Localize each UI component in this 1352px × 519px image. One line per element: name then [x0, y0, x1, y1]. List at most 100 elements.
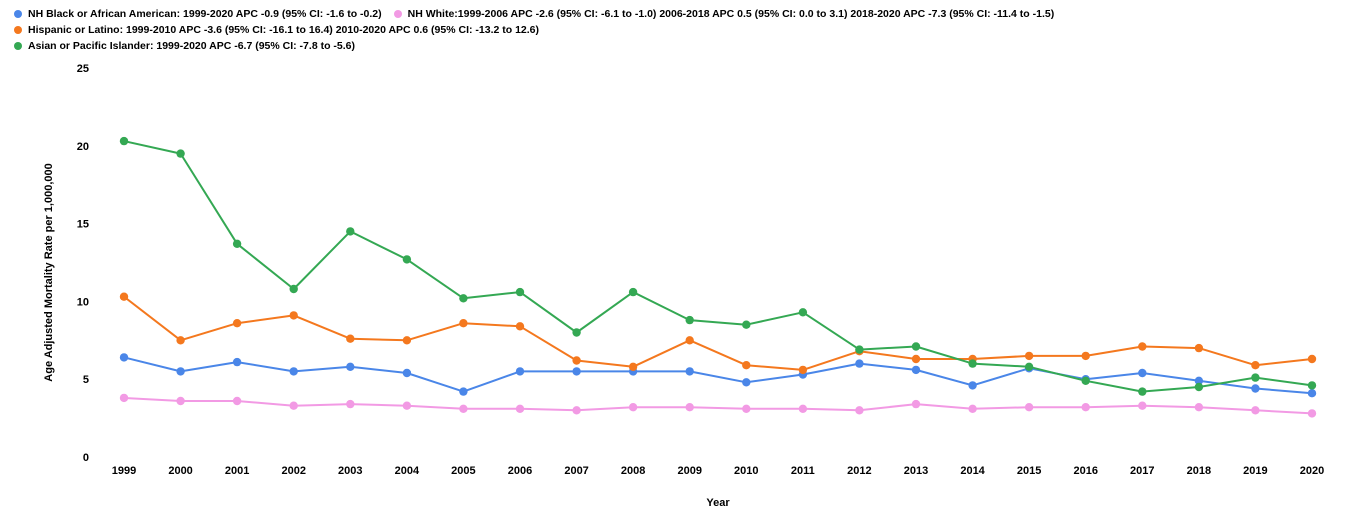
data-point — [572, 356, 581, 365]
data-point — [176, 367, 185, 376]
data-point — [232, 357, 242, 367]
data-point — [742, 378, 751, 387]
data-point — [459, 294, 468, 303]
x-tick-label: 2000 — [168, 465, 192, 477]
x-tick-label: 2017 — [1130, 465, 1154, 477]
data-point — [402, 401, 412, 410]
data-point — [346, 227, 355, 236]
data-point — [911, 342, 921, 351]
x-tick-label: 2011 — [791, 465, 815, 477]
y-axis-ticks: 0 5 10 15 20 25 — [77, 63, 89, 464]
data-point — [1138, 342, 1147, 351]
x-tick-label: 2003 — [338, 465, 362, 477]
data-point — [572, 406, 581, 415]
x-tick-label: 2014 — [960, 465, 985, 477]
data-point — [289, 367, 298, 376]
data-point — [855, 359, 864, 368]
data-point — [1194, 403, 1204, 412]
data-point — [402, 336, 412, 345]
x-tick-label: 2002 — [281, 465, 305, 477]
x-tick-label: 1999 — [112, 465, 136, 477]
data-point — [911, 365, 921, 375]
data-point — [628, 403, 638, 412]
data-point — [1081, 351, 1090, 361]
data-point — [685, 403, 694, 412]
data-point — [855, 345, 864, 354]
data-point — [968, 381, 977, 390]
data-point — [1138, 401, 1147, 410]
data-point — [459, 319, 468, 328]
data-point — [346, 399, 355, 409]
data-point — [1024, 403, 1034, 412]
data-point — [176, 149, 185, 158]
data-point — [1024, 351, 1034, 361]
data-point — [798, 365, 808, 375]
data-point — [968, 404, 977, 413]
data-point — [402, 255, 412, 264]
data-point — [1194, 376, 1204, 385]
data-point — [515, 367, 525, 376]
data-point — [232, 239, 242, 248]
x-tick-label: 2009 — [677, 465, 701, 477]
data-point — [346, 334, 355, 343]
x-axis-ticks: 1999 2000 2001 2002 2003 2004 2005 2006 2007 2008… — [112, 465, 1324, 477]
series-line — [123, 295, 1313, 371]
data-point — [232, 319, 242, 328]
data-point — [289, 311, 298, 320]
data-point — [1251, 406, 1260, 415]
x-tick-label: 2020 — [1300, 465, 1324, 477]
y-tick-label: 25 — [77, 63, 89, 75]
data-point — [1081, 403, 1090, 412]
series-line — [123, 396, 1313, 415]
data-point — [289, 284, 298, 294]
data-point — [742, 404, 751, 413]
legend-label: NH White:1999-2006 APC -2.6 (95% CI: -6.… — [407, 8, 1055, 20]
series-line — [123, 140, 1313, 393]
data-point — [968, 359, 977, 368]
data-point — [1251, 361, 1260, 370]
data-point — [628, 287, 638, 297]
data-point — [1138, 368, 1147, 378]
data-point — [742, 361, 751, 370]
x-axis-title: Year — [706, 497, 730, 509]
y-tick-label: 20 — [77, 141, 89, 153]
y-tick-label: 15 — [77, 219, 89, 231]
data-point — [459, 387, 468, 396]
data-point — [515, 322, 525, 331]
series-points — [119, 136, 1317, 418]
data-point — [742, 320, 751, 329]
x-tick-label: 2005 — [451, 465, 475, 477]
legend-label: Asian or Pacific Islander: 1999-2020 APC… — [28, 40, 355, 52]
data-point — [685, 367, 694, 376]
x-tick-label: 2015 — [1017, 465, 1041, 477]
x-tick-label: 2010 — [734, 465, 758, 477]
data-point — [798, 404, 808, 413]
data-point — [402, 368, 412, 378]
data-point — [685, 336, 694, 345]
legend-entry: NH Black or African American: 1999-2020 … — [14, 8, 382, 20]
legend-row: Hispanic or Latino: 1999-2010 APC -3.6 (… — [14, 22, 1344, 38]
x-tick-label: 2004 — [395, 465, 420, 477]
data-point — [572, 328, 581, 337]
legend-entry: NH White:1999-2006 APC -2.6 (95% CI: -6.… — [393, 8, 1055, 20]
data-point — [911, 399, 921, 409]
legend-marker — [393, 10, 402, 18]
data-point — [1194, 382, 1204, 392]
data-point — [515, 287, 525, 297]
x-tick-label: 2016 — [1073, 465, 1097, 477]
series-lines — [123, 140, 1313, 415]
data-point — [1024, 362, 1034, 371]
legend-marker — [14, 26, 22, 34]
legend-row: Asian or Pacific Islander: 1999-2020 APC… — [14, 38, 1344, 54]
series-line — [123, 356, 1313, 395]
legend-label: NH Black or African American: 1999-2020 … — [28, 8, 382, 20]
data-point — [1307, 389, 1317, 398]
legend-entry: Hispanic or Latino: 1999-2010 APC -3.6 (… — [14, 24, 539, 36]
y-tick-label: 10 — [77, 296, 89, 308]
data-point — [515, 404, 525, 413]
data-point — [289, 401, 298, 410]
legend-entry: Asian or Pacific Islander: 1999-2020 APC… — [14, 40, 355, 52]
data-point — [911, 354, 921, 364]
data-point — [572, 367, 581, 376]
